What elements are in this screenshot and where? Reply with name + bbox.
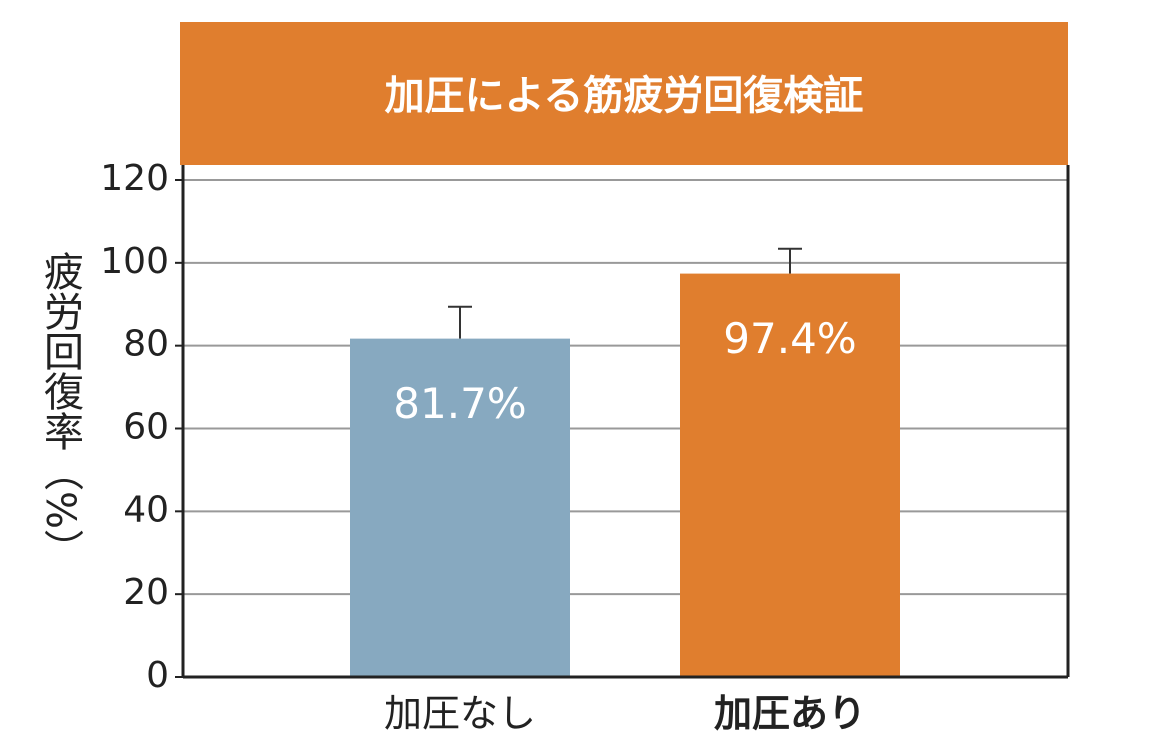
y-tick-label: 40 [123,489,169,530]
y-tick-label: 0 [146,655,169,696]
bar [680,273,900,677]
x-tick-label: 加圧あり [714,692,866,736]
title-banner [180,22,1068,165]
y-tick-label: 60 [123,407,169,448]
chart-title: 加圧による筋疲労回復検証 [385,73,864,119]
bar [350,338,570,677]
y-tick-label: 100 [100,241,169,282]
y-tick-label: 120 [100,158,169,199]
y-axis-label: 疲労回復率（%） [37,251,84,569]
data-label: 97.4% [723,314,856,363]
y-tick-label: 20 [123,572,169,613]
y-tick-label: 80 [123,324,169,365]
data-label: 81.7% [393,379,526,428]
x-tick-label: 加圧なし [384,692,536,736]
